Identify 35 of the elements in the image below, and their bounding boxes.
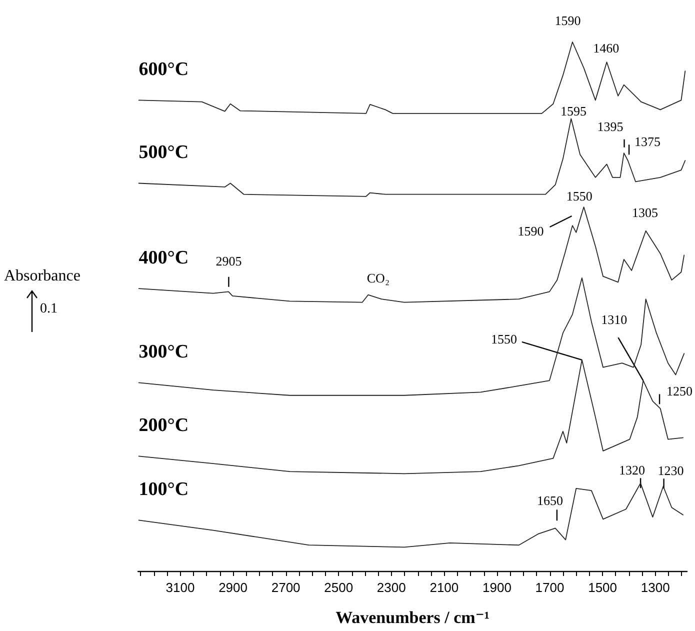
series-label: 600°C — [138, 59, 189, 80]
series-label: 300°C — [138, 342, 189, 363]
annotation: 2905 — [216, 253, 242, 268]
annotation: 1595 — [560, 104, 586, 119]
x-tick-label: 1700 — [535, 580, 564, 595]
annotation: 1590 — [554, 12, 581, 28]
y-axis-title: Absorbance — [4, 268, 80, 284]
annotation: 1550 — [566, 188, 592, 204]
annotation: CO₂ — [366, 270, 390, 286]
annotation: 1590 — [518, 223, 544, 238]
annotation: 1320 — [619, 462, 646, 478]
annotation: 1305 — [632, 205, 658, 220]
series-label: 200°C — [138, 415, 189, 436]
x-tick-label: 2100 — [430, 580, 459, 595]
series-label: 100°C — [138, 479, 189, 500]
x-tick-label: 1900 — [482, 580, 512, 595]
x-tick-label: 1500 — [588, 580, 617, 595]
x-tick-label: 2700 — [271, 580, 300, 595]
x-tick-label: 1300 — [640, 580, 670, 595]
annotation: 1230 — [658, 463, 684, 478]
annotation: 1460 — [593, 40, 620, 56]
x-axis-title: Wavenumbers / cm⁻¹ — [336, 608, 490, 627]
annotation: 1250 — [666, 384, 693, 399]
annotation: 1310 — [601, 312, 628, 328]
x-tick-label: 2300 — [376, 580, 406, 595]
annotation: 1650 — [536, 493, 563, 508]
series-label: 500°C — [138, 142, 189, 164]
x-tick-label: 2500 — [324, 580, 354, 595]
x-tick-label: 2900 — [218, 580, 248, 595]
annotation: 1375 — [634, 134, 661, 150]
x-tick-label: 3100 — [166, 580, 195, 595]
text: 0.1 — [40, 302, 58, 316]
series-label: 400°C — [138, 248, 189, 269]
annotation: 1395 — [597, 118, 624, 134]
annotation: 1550 — [490, 331, 517, 346]
